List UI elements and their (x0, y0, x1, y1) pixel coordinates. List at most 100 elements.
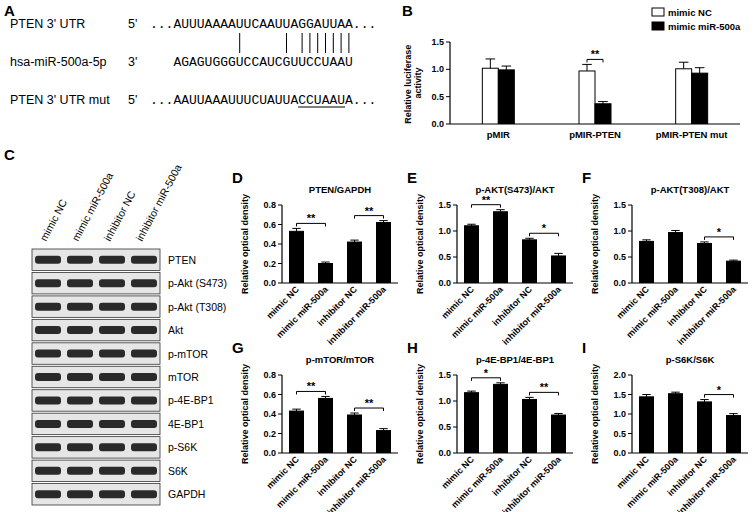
y-tick-label: 1.5 (613, 200, 626, 210)
base-pair-line (341, 33, 342, 53)
bar (348, 242, 362, 283)
error-cap (700, 399, 708, 400)
error-bar (292, 228, 300, 231)
blot-panel: Cmimic NCmimic miR-500ainhibitor NCinhib… (4, 146, 227, 505)
blot-strip (32, 272, 160, 293)
protein-label: p-Akt (S473) (168, 277, 227, 289)
band (99, 443, 125, 451)
marks (290, 221, 391, 283)
y-tick (278, 205, 282, 206)
y-tick-label: 0.5 (613, 429, 626, 439)
error-bar (671, 392, 679, 394)
significance: ** (472, 194, 501, 208)
marks (465, 210, 566, 283)
protein-label: mTOR (168, 371, 199, 383)
y-tick (628, 433, 632, 434)
y-tick (628, 257, 632, 258)
error-bar (671, 230, 679, 232)
x-tick-label: inhibitor miR-500a (500, 284, 563, 347)
y-tick-label: 1.5 (431, 37, 444, 47)
band (99, 373, 125, 381)
y-tick (628, 205, 632, 206)
error-cap (379, 428, 387, 429)
x-tick-label: inhibitor miR-500a (675, 284, 738, 347)
error-cap (321, 396, 329, 397)
bar (698, 402, 712, 453)
panel-letter: H (407, 339, 418, 356)
bar (676, 69, 692, 124)
bar (552, 415, 566, 453)
y-tick-label: 1.0 (613, 226, 626, 236)
error-cap (467, 391, 475, 392)
panel-letter: E (407, 169, 417, 186)
error-bar (554, 413, 562, 415)
chart-title: p-4E-BP1/4E-BP1 (476, 354, 555, 365)
bar (319, 398, 333, 453)
y-tick-label: 0.2 (263, 429, 276, 439)
y-tick-label: 0.8 (263, 200, 276, 210)
panel-letter: I (582, 339, 586, 356)
x-tick-label: mimic miR-500a (624, 284, 680, 340)
y-tick (278, 453, 282, 454)
base-pair-line (286, 33, 287, 53)
chart: Ep-AKT(S473)/AKTRelative optical density… (407, 169, 573, 347)
protein-label: 4E-BP1 (168, 418, 204, 430)
y-tick (278, 283, 282, 284)
error-bar (582, 64, 592, 71)
error-bar (496, 210, 504, 212)
x-tick-label: mimic miR-500a (274, 454, 330, 510)
band (35, 396, 61, 404)
error-stem (506, 66, 507, 70)
band (35, 303, 61, 311)
error-cap (671, 392, 679, 393)
error-bar (679, 62, 689, 69)
chart-title: p-S6K/S6K (666, 354, 715, 365)
error-bar (700, 242, 708, 244)
band (99, 420, 125, 428)
legend-swatch (652, 8, 664, 16)
chart-title: PTEN/GAPDH (309, 184, 371, 195)
blot-strip (32, 390, 160, 411)
marks (640, 392, 741, 453)
error-cap (642, 239, 650, 240)
band (35, 326, 61, 334)
y-tick (453, 205, 457, 206)
band (131, 350, 157, 358)
y-tick-label: 1.5 (438, 200, 451, 210)
error-stem (587, 64, 588, 71)
band (131, 303, 157, 311)
y-tick-label: 1.5 (613, 390, 626, 400)
chart: DPTEN/GAPDHRelative optical density0.00.… (232, 169, 398, 347)
x-tick-label: inhibitor miR-500a (500, 454, 563, 512)
error-bar (379, 429, 387, 431)
base-pair-line (239, 33, 240, 53)
protein-label: S6K (168, 465, 188, 477)
y-tick-label: 0.0 (263, 278, 276, 288)
bar (552, 256, 566, 283)
error-bar (642, 395, 650, 397)
band (99, 467, 125, 475)
error-cap (729, 260, 737, 261)
band (67, 396, 93, 404)
band (99, 490, 125, 498)
y-axis-label: Relative optical density (590, 364, 600, 464)
significance: * (705, 384, 734, 398)
band (131, 490, 157, 498)
band (35, 350, 61, 358)
error-cap (642, 394, 650, 395)
bar (669, 394, 683, 453)
x-tick-label: inhibitor miR-500a (325, 454, 388, 512)
band (67, 256, 93, 264)
blot-strip (32, 296, 160, 317)
protein-label: PTEN (168, 254, 196, 266)
y-tick (453, 375, 457, 376)
significance-label: ** (482, 194, 491, 206)
error-bar (525, 397, 533, 399)
marks (482, 59, 707, 124)
bar (319, 264, 333, 284)
bar (494, 212, 508, 283)
y-tick (278, 433, 282, 434)
error-bar (598, 102, 608, 104)
significance-label: ** (307, 380, 316, 392)
sequence-end: 3' (128, 55, 137, 69)
